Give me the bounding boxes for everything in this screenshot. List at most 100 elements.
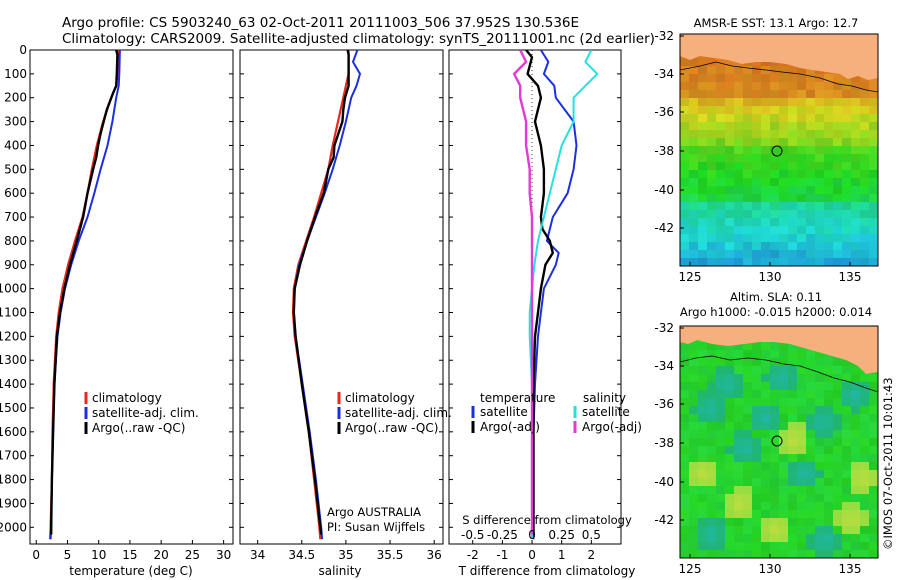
sla-cell <box>707 470 717 479</box>
sla-cell <box>689 550 699 558</box>
sla-cell <box>689 366 699 375</box>
sst-cell <box>869 258 878 266</box>
sla-cell <box>716 350 726 359</box>
lat-tick-label: -36 <box>654 105 674 119</box>
sla-cell <box>860 398 870 407</box>
sst-cell <box>734 258 744 266</box>
sla-cell <box>716 550 726 558</box>
sla-cell <box>734 526 744 535</box>
series-line <box>291 50 350 540</box>
sst-cell <box>797 234 807 243</box>
sla-cell <box>851 526 861 535</box>
sst-cell <box>797 122 807 131</box>
sla-cell <box>842 550 852 558</box>
sst-cell <box>689 138 699 147</box>
sst-cell <box>725 170 735 179</box>
sst-cell <box>842 138 852 147</box>
sla-cell <box>707 358 717 367</box>
sst-cell <box>761 106 771 115</box>
sla-cell <box>761 470 771 479</box>
sla-cell <box>797 350 807 359</box>
sst-cell <box>752 186 762 195</box>
sst-cell <box>824 234 834 243</box>
sla-cell <box>815 366 825 375</box>
sst-cell <box>689 114 699 123</box>
sla-cell <box>806 414 816 423</box>
coastline-land <box>680 34 878 80</box>
sst-cell <box>734 146 744 155</box>
sla-cell <box>734 406 744 415</box>
sla-cell <box>806 470 816 479</box>
x-tick-label: 25 <box>185 548 200 562</box>
sst-cell <box>860 146 870 155</box>
lat-tick-label: -42 <box>654 513 674 527</box>
sla-cell <box>680 406 690 415</box>
sst-cell <box>725 162 735 171</box>
sla-cell <box>824 510 834 519</box>
x-tick-label: 30 <box>216 548 231 562</box>
sst-cell <box>770 106 780 115</box>
sst-cell <box>743 250 753 259</box>
sla-cell <box>761 550 771 558</box>
sla-cell <box>788 478 798 487</box>
sst-cell <box>698 178 708 187</box>
sla-cell <box>842 374 852 383</box>
sla-cell <box>797 414 807 423</box>
sst-cell <box>779 242 789 251</box>
sst-cell <box>779 162 789 171</box>
sst-cell <box>869 194 878 203</box>
sst-cell <box>680 186 690 195</box>
sst-cell <box>779 74 789 83</box>
sst-cell <box>869 170 878 179</box>
sla-cell <box>680 382 690 391</box>
sla-cell <box>770 502 780 511</box>
sst-cell <box>869 218 878 227</box>
depth-tick-label: 1700 <box>0 449 27 463</box>
sla-cell <box>833 470 843 479</box>
sst-cell <box>743 234 753 243</box>
sla-cell <box>680 430 690 439</box>
sla-cell <box>743 398 753 407</box>
sst-cell <box>842 170 852 179</box>
sla-cell <box>743 542 753 551</box>
sst-cell <box>869 130 878 139</box>
sst-cell <box>680 170 690 179</box>
sst-cell <box>680 98 690 107</box>
sst-cell <box>842 234 852 243</box>
sla-cell <box>842 398 852 407</box>
sla-cell <box>842 510 852 519</box>
sla-cell <box>851 438 861 447</box>
sla-cell <box>689 438 699 447</box>
sst-cell <box>689 226 699 235</box>
sst-cell <box>788 122 798 131</box>
sst-cell <box>734 82 744 91</box>
sla-cell <box>707 518 717 527</box>
x-tick-label: 34 <box>250 548 265 562</box>
sst-cell <box>797 170 807 179</box>
sst-cell <box>824 114 834 123</box>
sla-cell <box>689 470 699 479</box>
sla-cell <box>851 470 861 479</box>
sla-cell <box>779 550 789 558</box>
sla-cell <box>770 406 780 415</box>
sla-cell <box>806 430 816 439</box>
sla-cell <box>761 446 771 455</box>
sla-cell <box>779 454 789 463</box>
sst-cell <box>797 162 807 171</box>
sst-cell <box>770 178 780 187</box>
lat-tick-label: -40 <box>654 183 674 197</box>
sst-cell <box>680 226 690 235</box>
sla-cell <box>698 366 708 375</box>
sst-cell <box>806 170 816 179</box>
x-tick-label: 15 <box>122 548 137 562</box>
sst-cell <box>725 210 735 219</box>
sst-cell <box>716 210 726 219</box>
sst-cell <box>851 74 861 83</box>
sla-cell <box>860 430 870 439</box>
sst-cell <box>725 138 735 147</box>
sst-cell <box>806 82 816 91</box>
sla-cell <box>680 414 690 423</box>
sst-cell <box>779 130 789 139</box>
sla-cell <box>689 390 699 399</box>
sla-cell <box>797 470 807 479</box>
